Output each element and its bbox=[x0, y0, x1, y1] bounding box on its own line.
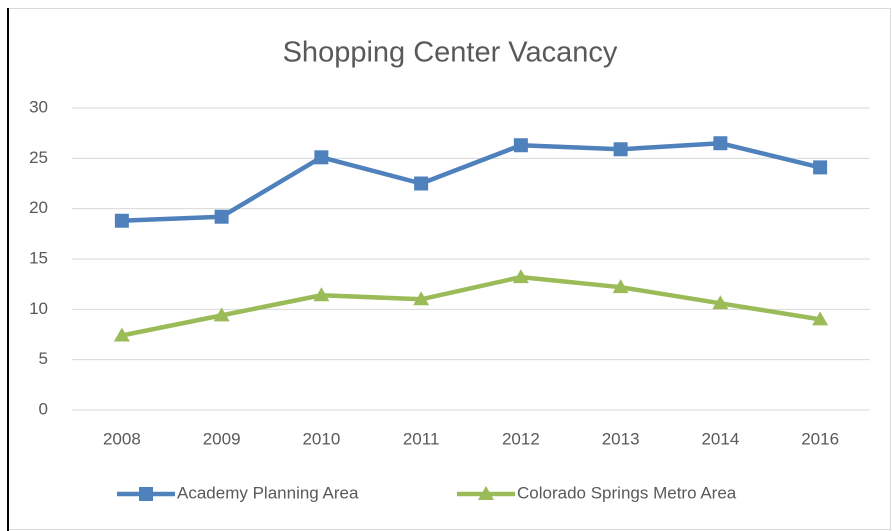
series-line bbox=[121, 274, 821, 338]
marker bbox=[313, 287, 330, 302]
marker bbox=[414, 176, 429, 191]
y-tick-label: 25 bbox=[29, 148, 48, 167]
series-line bbox=[121, 140, 821, 223]
marker bbox=[613, 142, 628, 157]
marker bbox=[213, 307, 230, 322]
chart-frame bbox=[8, 8, 891, 530]
y-tick-label: 30 bbox=[29, 97, 48, 116]
x-tick-label: 2012 bbox=[502, 429, 540, 448]
legend-label: Academy Planning Area bbox=[177, 483, 359, 502]
marker bbox=[413, 291, 430, 306]
y-tick-label: 10 bbox=[29, 299, 48, 318]
y-tick-label: 5 bbox=[39, 349, 48, 368]
marker bbox=[512, 269, 529, 284]
x-tick-label: 2008 bbox=[103, 429, 141, 448]
x-tick-label: 2011 bbox=[403, 429, 440, 448]
y-tick-label: 20 bbox=[29, 198, 48, 217]
x-tick-label: 2013 bbox=[602, 429, 640, 448]
x-tick-label: 2010 bbox=[302, 429, 340, 448]
marker bbox=[713, 136, 728, 151]
x-tick-label: 2016 bbox=[801, 429, 839, 448]
legend-marker bbox=[478, 486, 494, 500]
legend-label: Colorado Springs Metro Area bbox=[517, 483, 737, 502]
marker bbox=[113, 327, 130, 342]
chart-title: Shopping Center Vacancy bbox=[283, 37, 618, 69]
x-tick-label: 2009 bbox=[203, 429, 241, 448]
marker bbox=[314, 150, 329, 165]
marker bbox=[712, 295, 729, 310]
marker bbox=[513, 138, 528, 153]
marker bbox=[612, 279, 629, 294]
x-tick-label: 2014 bbox=[701, 429, 739, 448]
legend-marker bbox=[139, 487, 153, 501]
marker bbox=[114, 213, 129, 228]
y-tick-label: 0 bbox=[39, 399, 48, 418]
y-tick-label: 15 bbox=[29, 248, 48, 267]
marker bbox=[813, 160, 828, 175]
marker bbox=[214, 209, 229, 224]
marker bbox=[812, 311, 829, 326]
